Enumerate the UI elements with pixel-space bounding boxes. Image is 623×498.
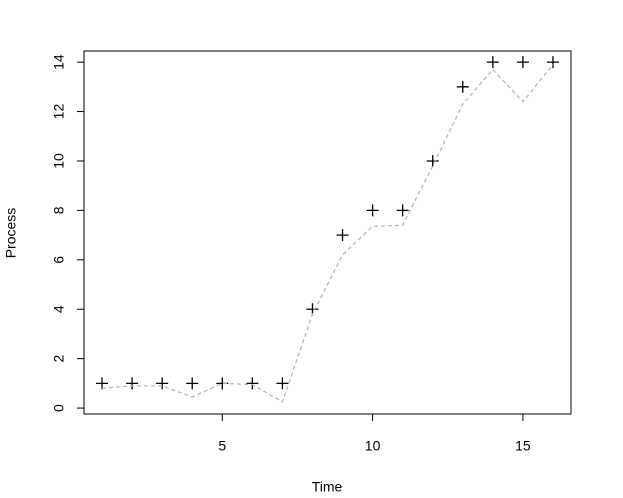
- y-tick-label: 8: [51, 206, 67, 214]
- plus-marker: [126, 377, 139, 390]
- plus-marker: [366, 204, 379, 217]
- y-tick-label: 14: [51, 54, 67, 70]
- y-tick-label: 12: [51, 104, 67, 120]
- plus-marker: [396, 204, 409, 217]
- plus-marker: [486, 56, 499, 69]
- y-tick-label: 4: [51, 305, 67, 313]
- plus-marker: [336, 229, 349, 242]
- y-tick-label: 0: [51, 404, 67, 412]
- y-tick-label: 10: [51, 153, 67, 169]
- plus-marker: [426, 154, 439, 167]
- y-axis-label: Process: [3, 208, 19, 259]
- plus-marker: [96, 377, 109, 390]
- plus-marker: [546, 56, 559, 69]
- y-tick-label: 6: [51, 256, 67, 264]
- x-tick-label: 5: [218, 438, 226, 454]
- plus-marker: [456, 80, 469, 93]
- plus-marker: [156, 377, 169, 390]
- plus-marker: [276, 377, 289, 390]
- dashed-line: [101, 64, 554, 403]
- plot-box: [83, 50, 572, 415]
- x-tick-label: 10: [365, 438, 381, 454]
- x-tick-label: 15: [515, 438, 531, 454]
- x-axis-label: Time: [312, 479, 343, 495]
- y-tick-label: 2: [51, 355, 67, 363]
- plus-marker: [186, 377, 199, 390]
- plus-marker: [516, 56, 529, 69]
- plus-marker: [246, 377, 259, 390]
